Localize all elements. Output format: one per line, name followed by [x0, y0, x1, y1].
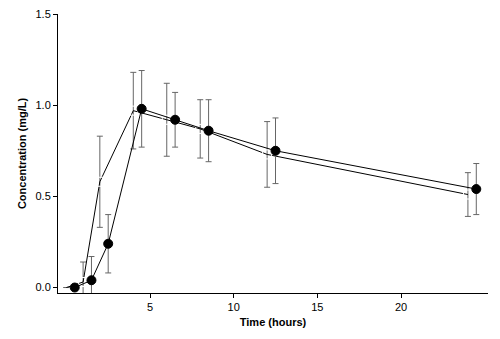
svg-text:0.0: 0.0 [36, 281, 51, 293]
svg-text:1.0: 1.0 [36, 99, 51, 111]
svg-text:1.5: 1.5 [36, 8, 51, 20]
svg-text:20: 20 [395, 301, 407, 313]
svg-text:0.5: 0.5 [36, 190, 51, 202]
svg-text:Time (hours): Time (hours) [240, 316, 307, 328]
svg-text:Concentration (mg/L): Concentration (mg/L) [16, 98, 28, 210]
svg-text:5: 5 [147, 301, 153, 313]
svg-text:10: 10 [228, 301, 240, 313]
svg-text:15: 15 [311, 301, 323, 313]
